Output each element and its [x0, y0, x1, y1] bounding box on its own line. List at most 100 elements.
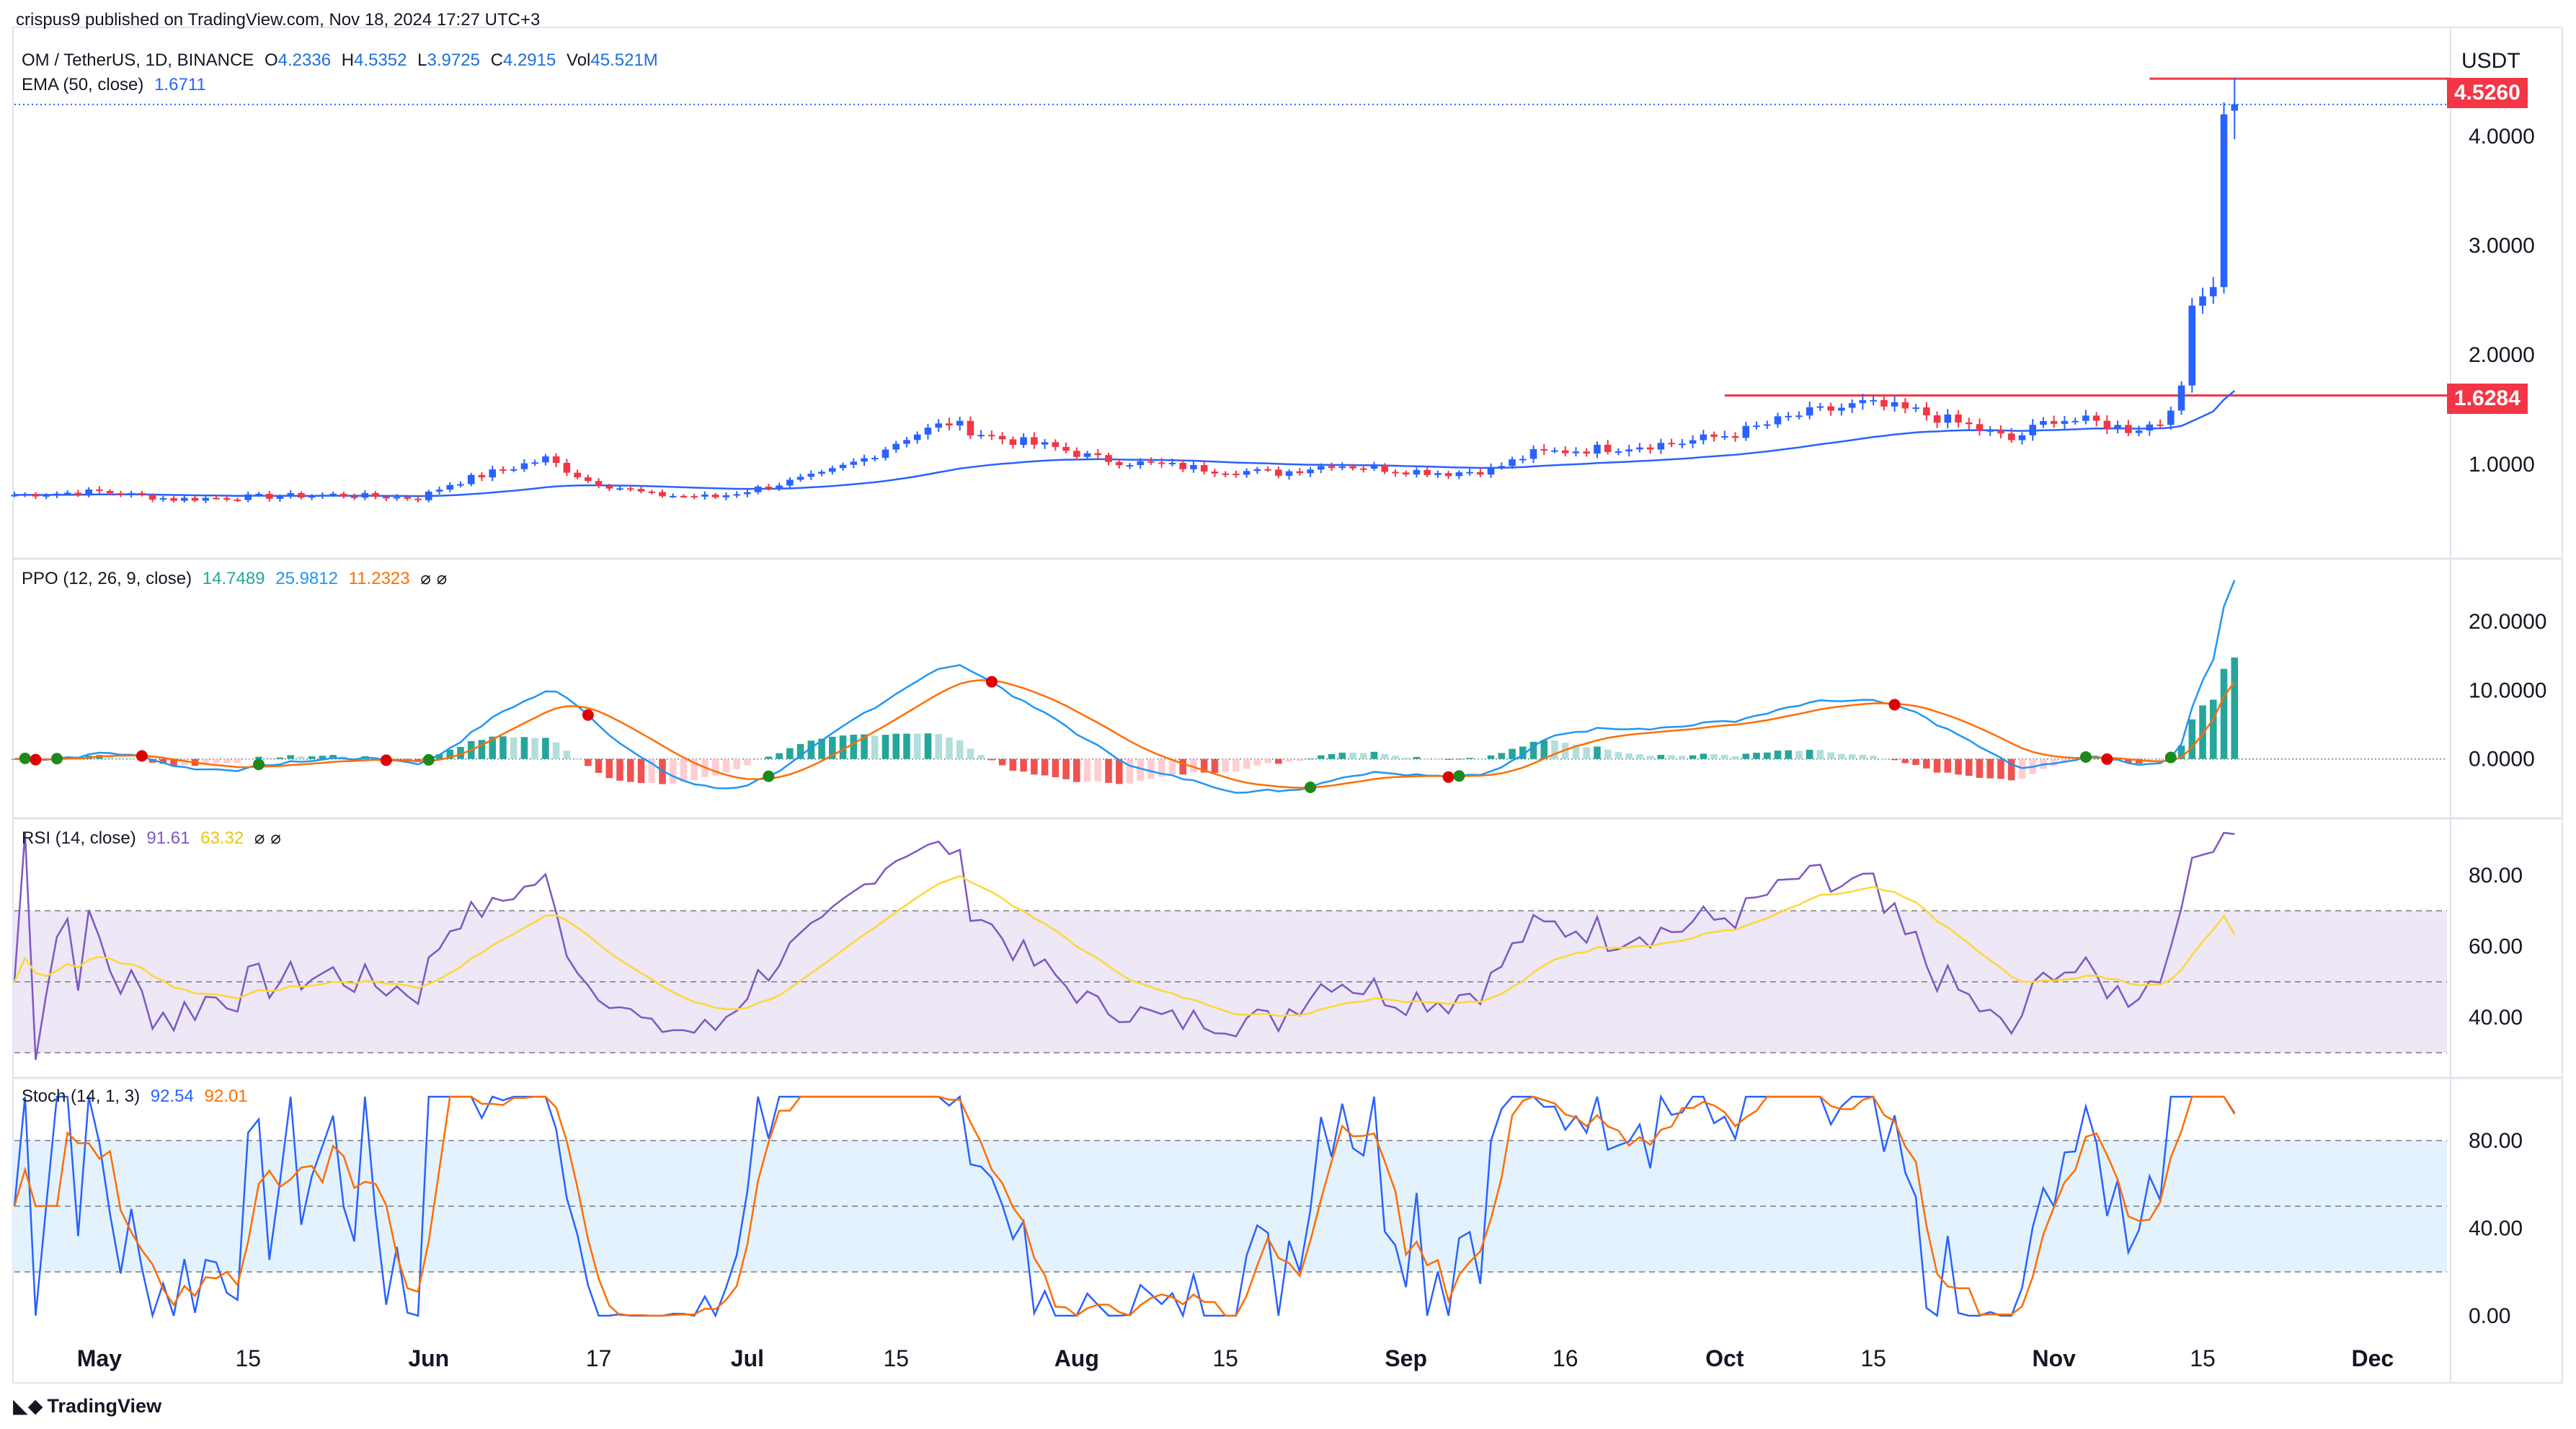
candle-body	[1997, 430, 2004, 434]
ppo-histogram-bar	[722, 758, 730, 773]
ppo-histogram-bar	[1402, 757, 1410, 759]
candle-body	[1487, 467, 1495, 475]
candle-body	[1328, 466, 1336, 469]
volume: Vol45.521M	[567, 50, 658, 70]
candle-body	[850, 461, 858, 465]
candle-body	[1296, 471, 1304, 474]
candle-body	[1657, 443, 1665, 450]
ppo-histogram-bar	[1455, 758, 1463, 760]
candle-body	[796, 477, 804, 480]
hidden-value-icon: ⌀	[420, 569, 431, 588]
candle-body	[967, 420, 974, 435]
candle-body	[1625, 449, 1633, 452]
candle-body	[11, 495, 18, 497]
ppo-histogram-bar	[276, 757, 284, 759]
candle-body	[117, 493, 125, 495]
candle-body	[1211, 472, 1219, 474]
ppo-histogram-bar	[1434, 758, 1442, 760]
ohlc-close: C4.2915	[490, 50, 556, 70]
candle-body	[2146, 424, 2154, 431]
ppo-histogram-bar	[935, 734, 942, 759]
ppo-histogram-bar	[1243, 758, 1251, 769]
candle-body	[287, 492, 294, 497]
candle-body	[1827, 406, 1834, 411]
candle-body	[669, 495, 677, 497]
ppo-histogram-bar	[733, 758, 740, 769]
candle-body	[1179, 462, 1186, 469]
candle-body	[1200, 465, 1208, 472]
candle-body	[446, 485, 454, 490]
ppo-cross-dot	[252, 758, 265, 771]
candle-body	[435, 490, 443, 492]
candle-body	[1020, 437, 1027, 446]
candle-body	[383, 497, 390, 499]
ppo-histogram-bar	[1179, 758, 1186, 775]
rsi-value: 91.61	[146, 828, 190, 848]
candle-body	[202, 497, 210, 501]
candle-body	[170, 497, 177, 501]
ppo-histogram-bar	[2177, 746, 2185, 759]
candle-body	[1955, 414, 1962, 422]
candle-body	[2157, 424, 2164, 426]
ppo-signal-value: 11.2323	[348, 569, 410, 588]
candle-body	[1253, 469, 1261, 472]
candle-body	[552, 456, 560, 463]
candle-body	[1359, 468, 1367, 470]
ppo-histogram-bar	[956, 740, 964, 759]
candle-body	[1923, 407, 1930, 416]
ppo-histogram-bar	[807, 740, 815, 759]
candle-body	[1498, 466, 1506, 468]
ppo-histogram-bar	[1413, 756, 1421, 759]
candle-body	[2092, 415, 2100, 421]
ppo-histogram-bar	[1285, 758, 1293, 762]
candle-body	[1413, 469, 1421, 475]
ppo-histogram-bar	[1923, 758, 1930, 769]
candle-body	[1222, 473, 1229, 475]
candle-body	[744, 492, 751, 495]
ppo-histogram-bar	[1551, 740, 1558, 759]
ppo-histogram-bar	[478, 740, 486, 759]
candle-body	[1816, 406, 1824, 408]
ppo-histogram-bar	[1880, 758, 1888, 760]
rsi-axis-tick: 40.00	[2469, 1006, 2523, 1030]
candle-body	[308, 495, 316, 498]
ppo-histogram-bar	[1349, 752, 1356, 759]
candle-body	[881, 449, 889, 459]
time-axis-tick: Jun	[408, 1345, 449, 1371]
symbol-name: OM / TetherUS, 1D, BINANCE	[22, 50, 254, 70]
candle-body	[138, 492, 146, 495]
ppo-cross-dot	[19, 752, 31, 764]
candle-body	[2167, 410, 2175, 425]
candle-body	[510, 469, 518, 471]
ppo-histogram-bar	[1317, 755, 1325, 759]
ppo-cross-dot	[1305, 781, 1317, 793]
candle-body	[1105, 455, 1112, 462]
candle-body	[1275, 469, 1282, 476]
candle-body	[1636, 447, 1643, 450]
candle-body	[1285, 471, 1293, 476]
candle-body	[1115, 461, 1123, 466]
ppo-histogram-bar	[255, 756, 262, 759]
ppo-histogram-bar	[818, 738, 825, 759]
ppo-signal-line	[14, 679, 2236, 789]
ppo-histogram-bar	[1126, 758, 1134, 784]
candle-body	[2209, 287, 2217, 297]
ppo-histogram-bar	[499, 736, 507, 759]
ppo-histogram-bar	[1721, 754, 1728, 759]
time-axis-tick: Oct	[1705, 1345, 1744, 1371]
tradingview-logo-icon: ◣◆	[13, 1395, 43, 1417]
publisher-line: crispus9 published on TradingView.com, N…	[16, 10, 541, 30]
ppo-axis-tick: 20.0000	[2469, 610, 2546, 634]
candle-body	[148, 495, 156, 500]
candle-body	[680, 495, 688, 497]
candle-body	[1901, 402, 1909, 409]
ppo-histogram-bar	[2199, 705, 2206, 759]
candle-body	[1540, 448, 1548, 451]
ppo-histogram-bar	[308, 756, 316, 759]
ppo-histogram-bar	[128, 758, 135, 759]
ppo-histogram-bar	[1785, 750, 1793, 759]
ppo-histogram-bar	[1604, 749, 1612, 759]
ppo-histogram-bar	[170, 758, 177, 766]
ppo-histogram-bar	[1041, 758, 1049, 776]
